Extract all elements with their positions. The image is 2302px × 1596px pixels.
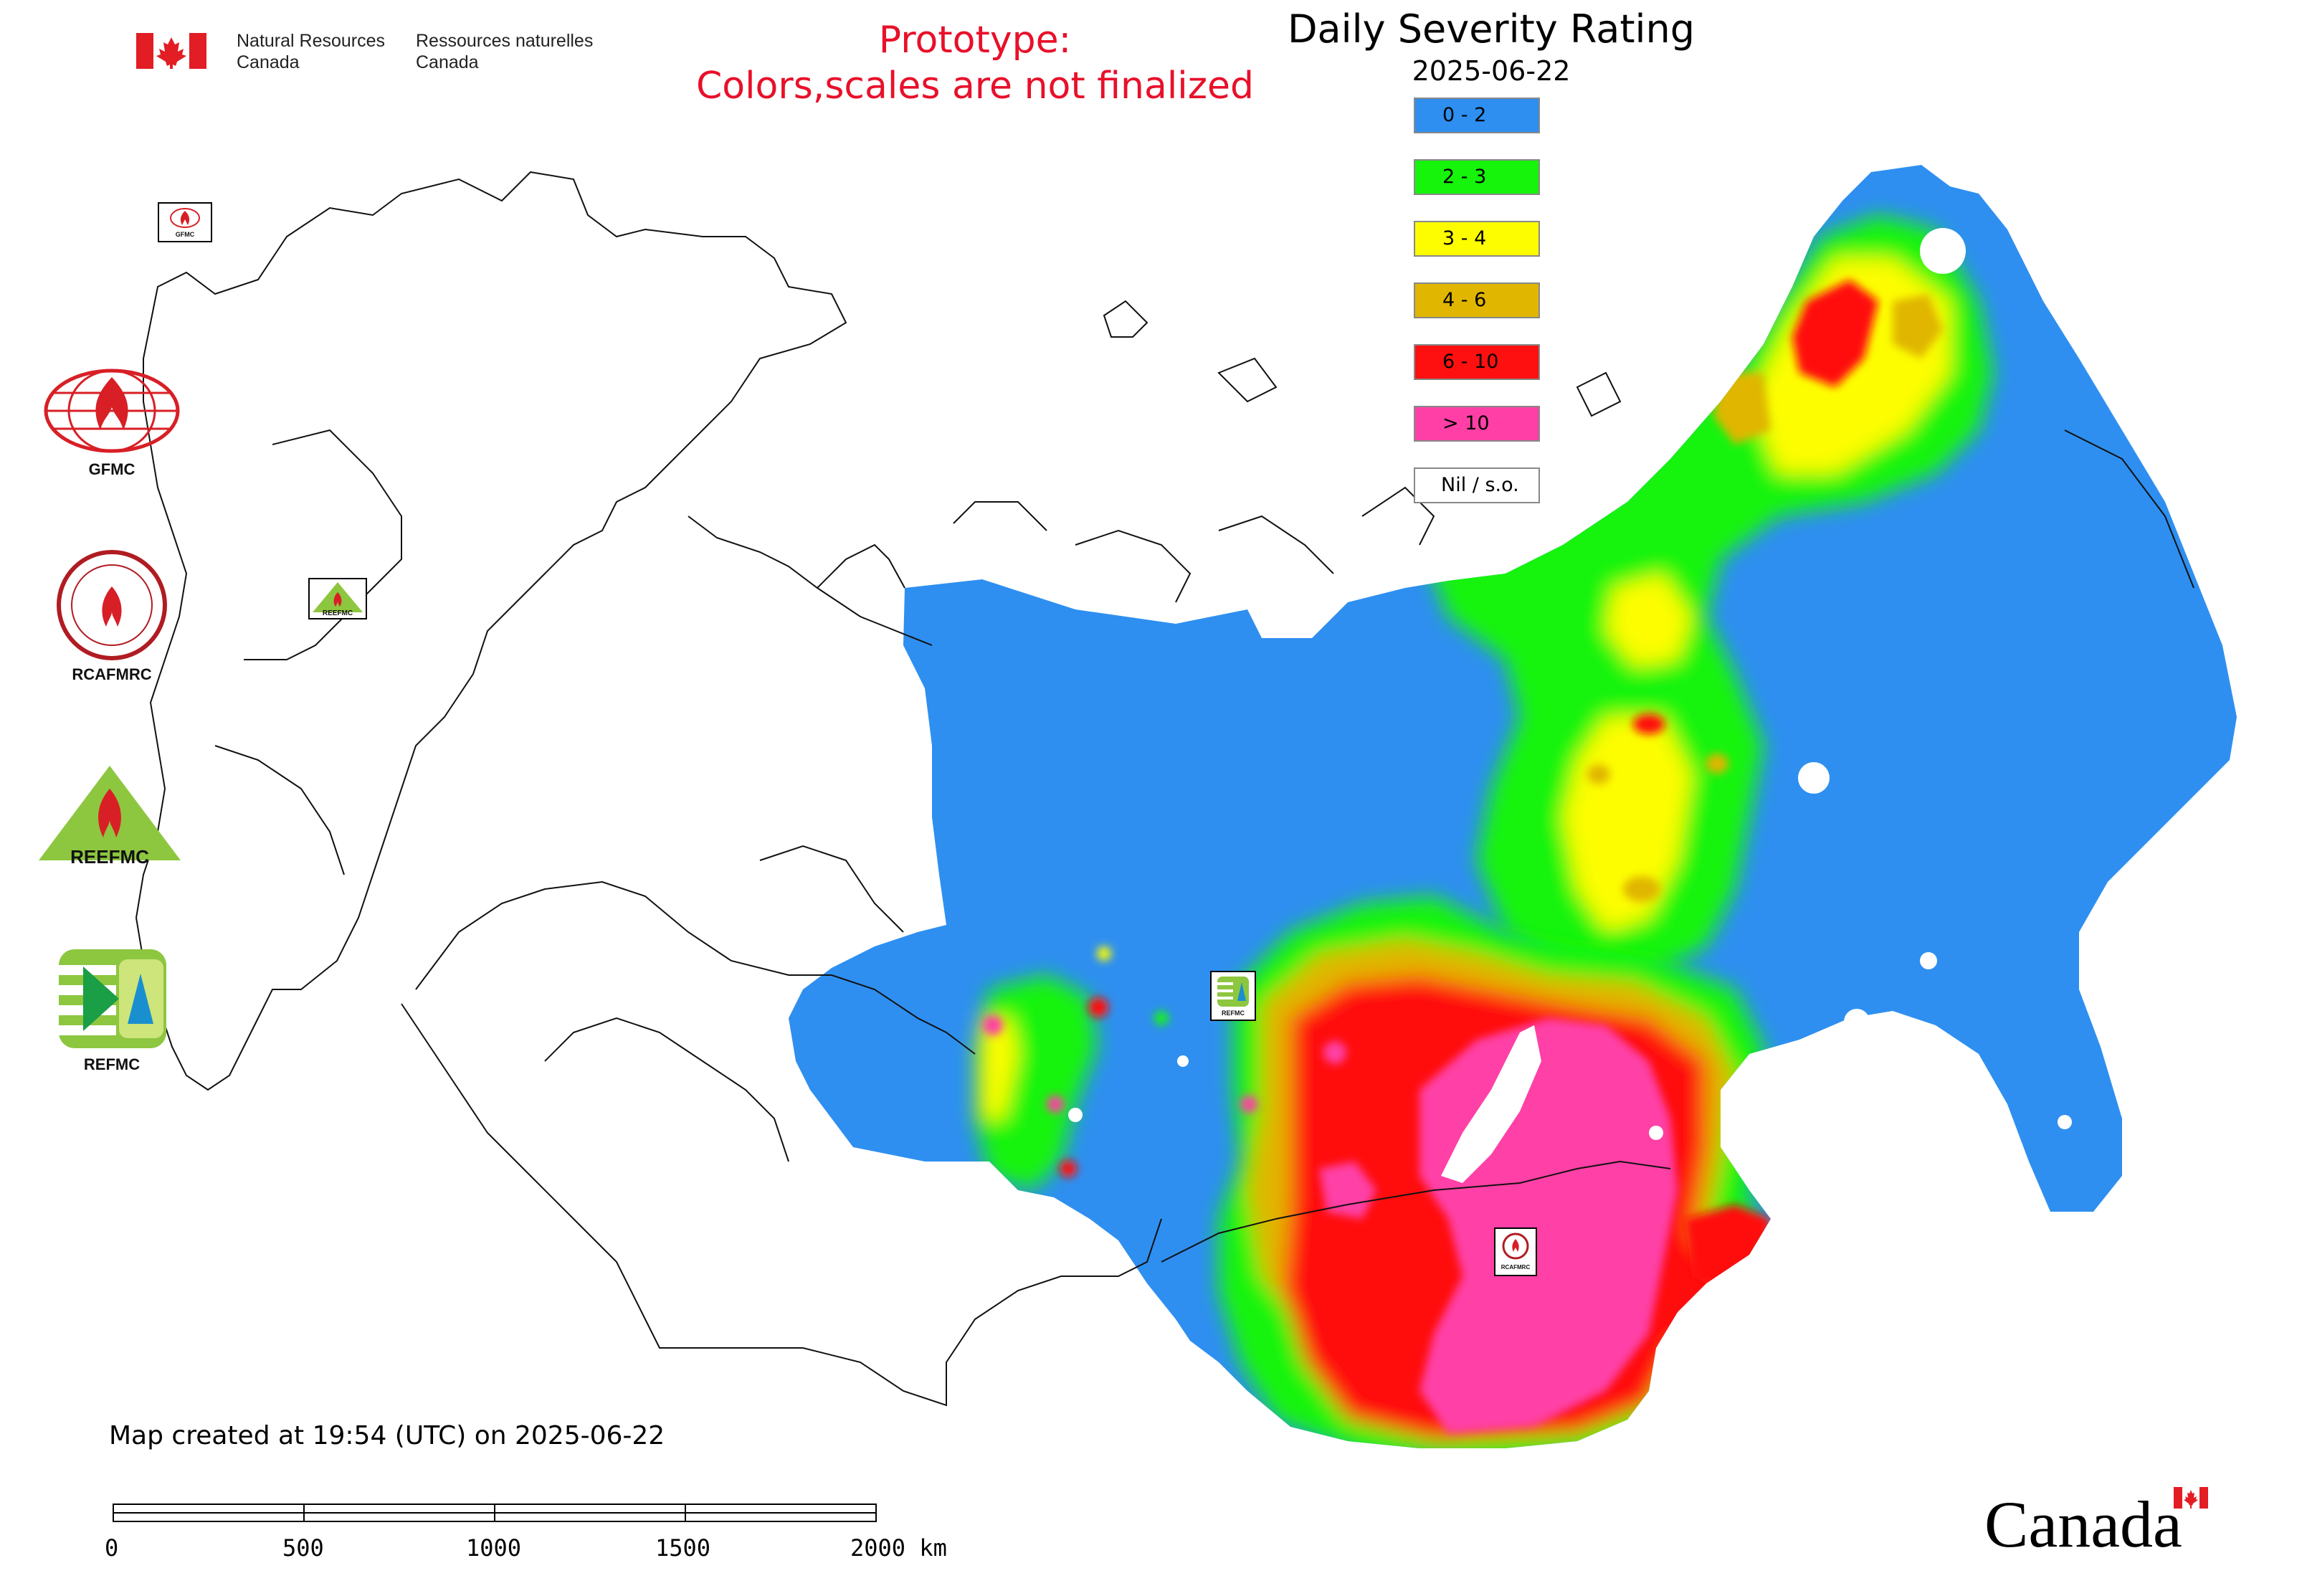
prototype-notice: Prototype: Colors,scales are not finaliz…: [695, 19, 1255, 108]
gfmc-logo-icon: [44, 369, 180, 453]
rcafmrc-logo: RCAFMRC: [40, 548, 184, 684]
refmc-label: REFMC: [83, 1055, 141, 1073]
agency-name-en: Natural Resources Canada: [237, 31, 386, 72]
nrcan-signature: Natural Resources Canada Ressources natu…: [136, 30, 602, 73]
legend-item-6-10: 6 - 10: [1414, 344, 1540, 380]
legend-item-4-6: 4 - 6: [1414, 282, 1540, 318]
severity-overlays: [975, 215, 1993, 1448]
scale-label-1500: 1500: [655, 1534, 711, 1562]
gfmc-label: GFMC: [88, 460, 135, 478]
svg-text:RCAFMRC: RCAFMRC: [1501, 1264, 1531, 1270]
rcafmrc-label: RCAFMRC: [72, 665, 152, 683]
legend-item-3-4: 3 - 4: [1414, 221, 1540, 257]
canada-wordmark: Canada: [1984, 1487, 2208, 1557]
scale-label-0: 0: [105, 1534, 119, 1562]
svg-text:REEFMC: REEFMC: [323, 609, 353, 617]
canada-wordmark-flag-icon: [2174, 1487, 2208, 1509]
rcafmrc-marker-icon: RCAFMRC: [1501, 1232, 1531, 1270]
reefmc-logo-icon: REEFMC: [39, 766, 181, 868]
map-created-timestamp: Map created at 19:54 (UTC) on 2025-06-22: [109, 1421, 665, 1450]
legend-item-over-10: > 10: [1414, 406, 1540, 442]
svg-text:GFMC: GFMC: [176, 231, 195, 238]
scale-bar: [113, 1504, 877, 1522]
refmc-logo: REFMC: [40, 945, 184, 1074]
gfmc-map-marker: GFMC: [158, 202, 212, 242]
map-date: 2025-06-22: [1412, 55, 1571, 87]
refmc-logo-icon: [59, 949, 166, 1048]
canada-flag-icon: [136, 33, 206, 69]
refmc-map-marker: REFMC: [1210, 971, 1256, 1021]
agency-name-fr: Ressources naturelles Canada: [416, 31, 594, 72]
legend-item-2-3: 2 - 3: [1414, 159, 1540, 195]
gfmc-marker-icon: GFMC: [170, 208, 200, 238]
reefmc-marker-icon: REEFMC: [313, 582, 363, 617]
reefmc-logo: REEFMC: [34, 760, 185, 870]
legend-item-0-2: 0 - 2: [1414, 98, 1540, 133]
map-title: Daily Severity Rating: [1287, 6, 1695, 52]
refmc-marker-icon: REFMC: [1217, 977, 1249, 1017]
scale-label-2000-km: 2000 km: [850, 1534, 947, 1562]
legend-item-nil: Nil / s.o.: [1414, 467, 1540, 503]
svg-text:REEFMC: REEFMC: [70, 846, 149, 868]
country-borders: [135, 171, 2194, 1407]
scale-label-1000: 1000: [466, 1534, 522, 1562]
rcafmrc-map-marker: RCAFMRC: [1494, 1227, 1537, 1276]
scale-label-500: 500: [282, 1534, 324, 1562]
rcafmrc-logo-icon: [57, 550, 167, 660]
svg-text:REFMC: REFMC: [1222, 1010, 1245, 1017]
lakes: [1068, 228, 2072, 1183]
gfmc-logo: GFMC: [40, 364, 184, 479]
reefmc-map-marker: REEFMC: [308, 578, 367, 619]
